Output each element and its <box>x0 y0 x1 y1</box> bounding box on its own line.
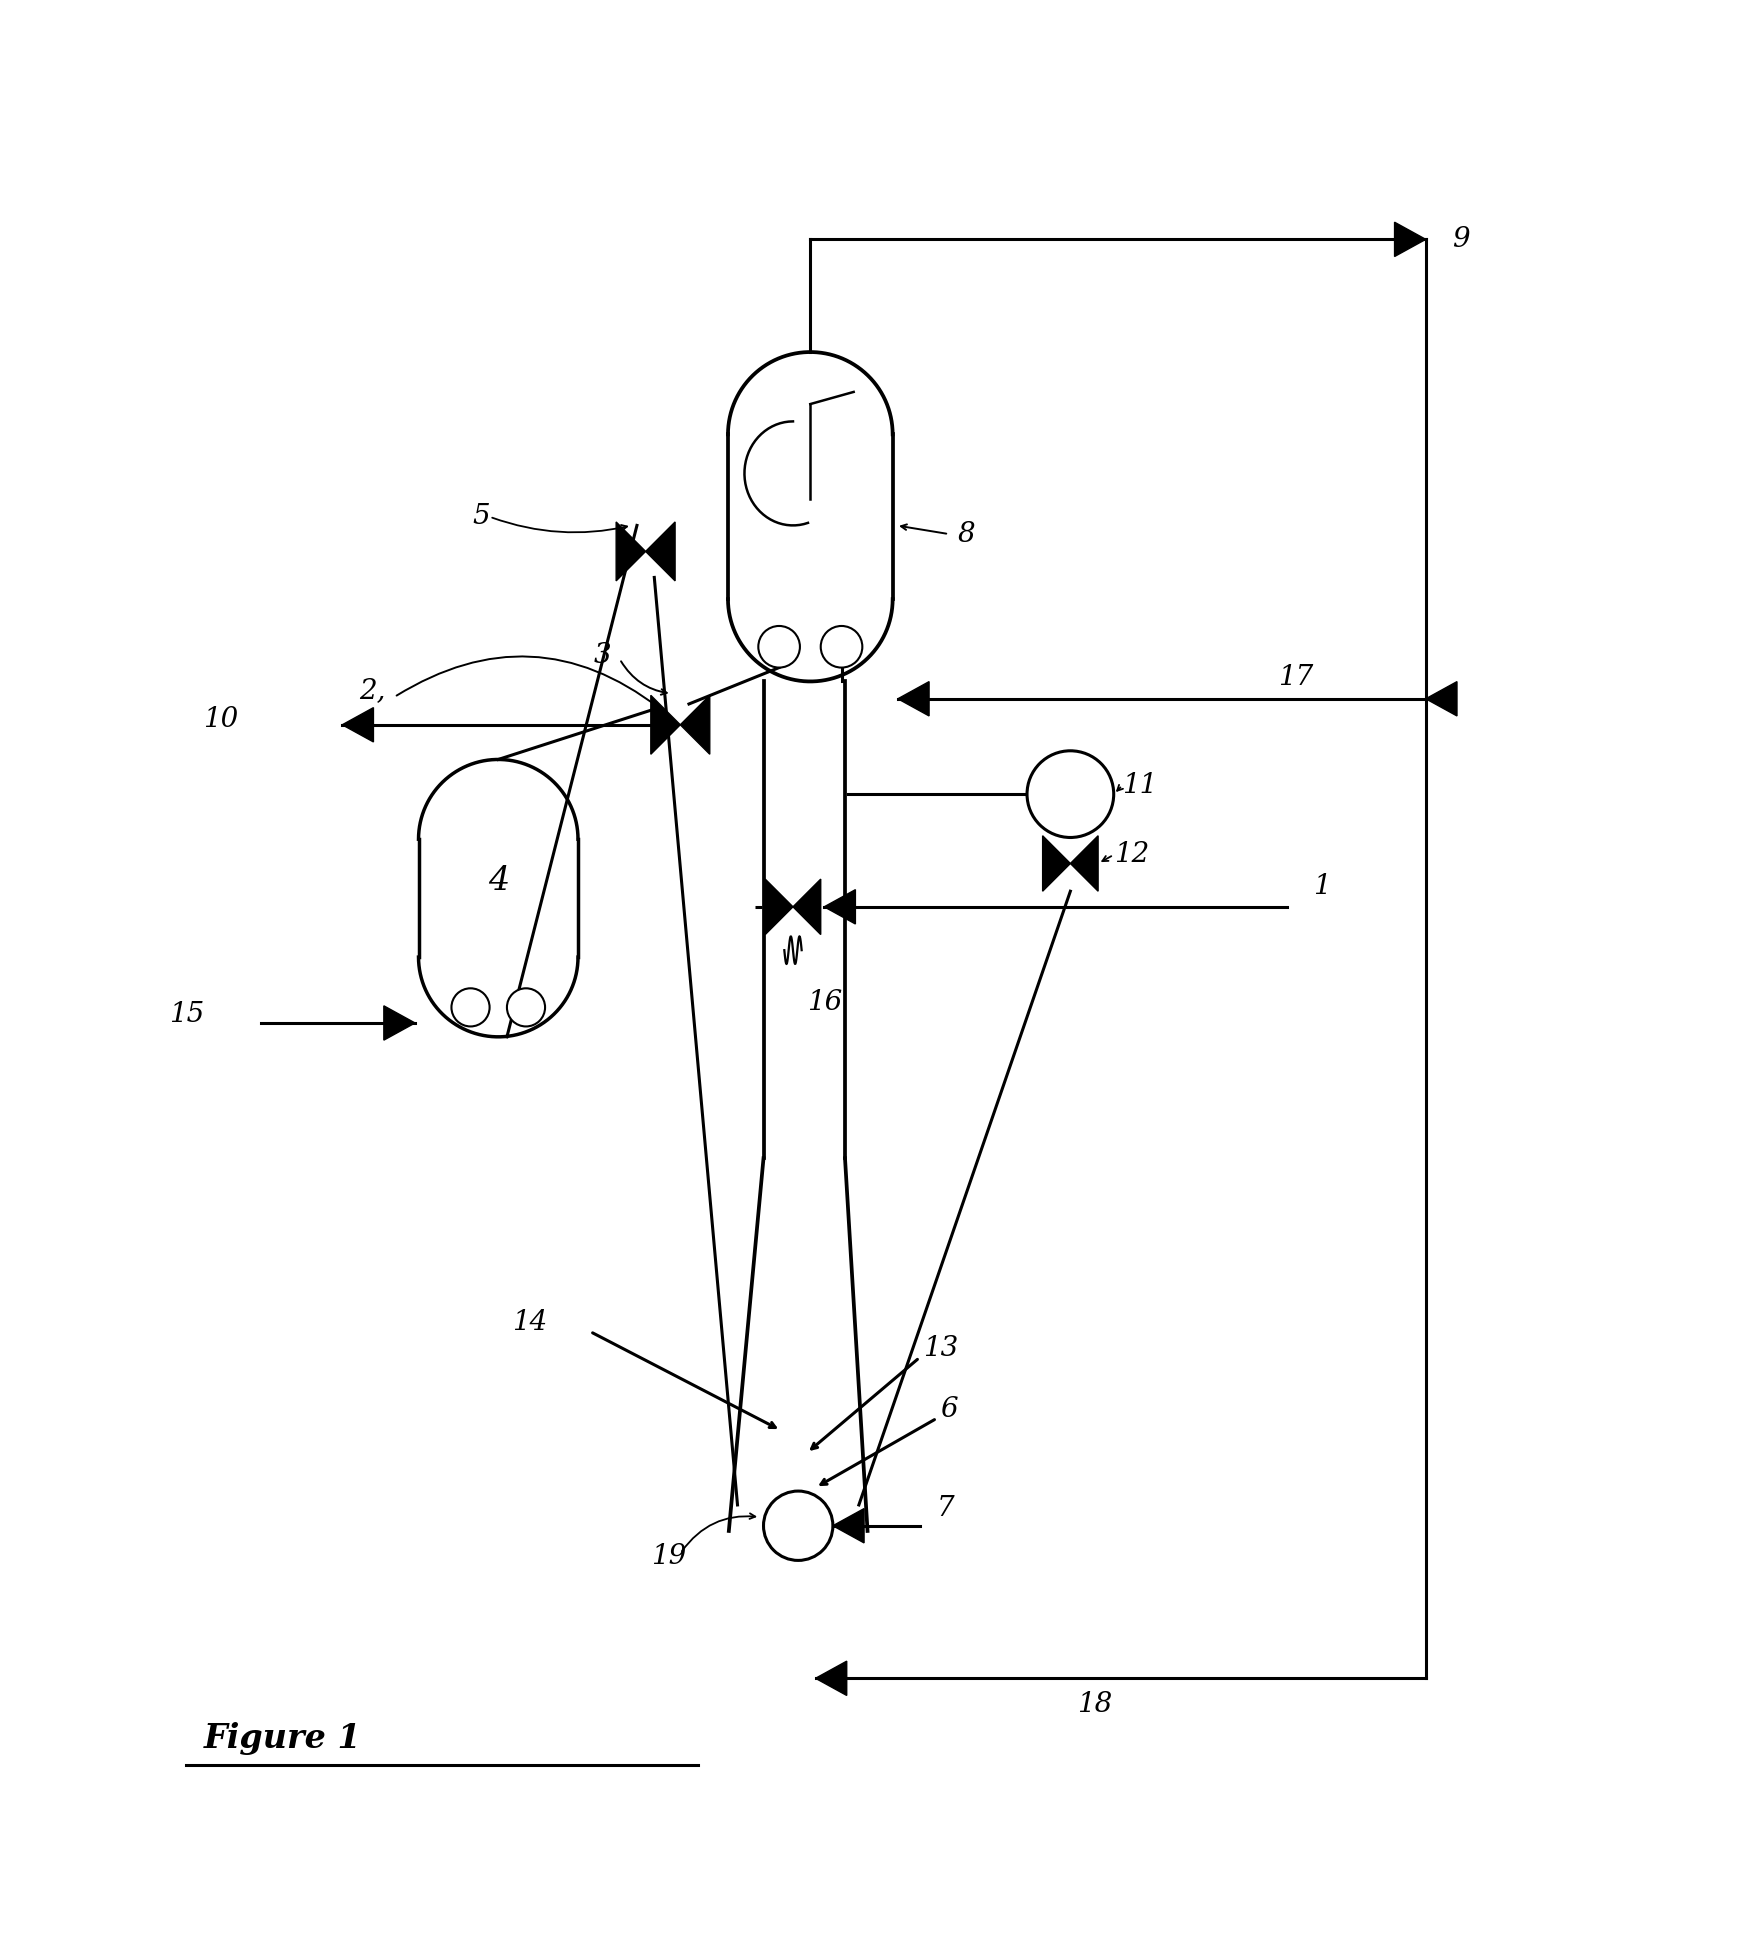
Polygon shape <box>681 695 709 755</box>
Polygon shape <box>1395 223 1425 257</box>
Polygon shape <box>815 1660 847 1695</box>
Polygon shape <box>383 1006 415 1041</box>
Text: 16: 16 <box>807 989 841 1016</box>
Text: 14: 14 <box>512 1310 547 1337</box>
Text: 12: 12 <box>1113 842 1150 869</box>
Polygon shape <box>652 695 681 755</box>
Circle shape <box>758 625 800 668</box>
Polygon shape <box>617 522 646 580</box>
Polygon shape <box>1425 681 1456 716</box>
Text: 7: 7 <box>937 1496 955 1523</box>
Text: Figure 1: Figure 1 <box>204 1722 361 1755</box>
Polygon shape <box>833 1509 864 1542</box>
Text: 2,: 2, <box>359 677 387 704</box>
Text: 17: 17 <box>1279 664 1313 691</box>
Text: 1: 1 <box>1313 873 1331 900</box>
Text: 18: 18 <box>1077 1691 1113 1718</box>
Polygon shape <box>824 890 855 925</box>
Polygon shape <box>1070 836 1097 892</box>
Text: 5: 5 <box>472 503 490 530</box>
Text: 15: 15 <box>169 1000 204 1027</box>
Polygon shape <box>646 522 676 580</box>
Circle shape <box>507 989 545 1026</box>
Text: 3: 3 <box>594 642 611 670</box>
Text: 13: 13 <box>923 1335 958 1362</box>
Polygon shape <box>793 878 820 935</box>
Circle shape <box>763 1492 833 1560</box>
Polygon shape <box>765 878 793 935</box>
Polygon shape <box>418 760 578 1037</box>
Polygon shape <box>1043 836 1070 892</box>
Text: 10: 10 <box>204 706 239 733</box>
Text: 8: 8 <box>958 521 976 548</box>
Text: 6: 6 <box>941 1395 958 1422</box>
Text: 11: 11 <box>1122 772 1158 799</box>
Text: 9: 9 <box>1451 226 1470 253</box>
Circle shape <box>820 625 862 668</box>
Circle shape <box>1028 751 1113 838</box>
Polygon shape <box>897 681 928 716</box>
Polygon shape <box>341 708 373 741</box>
Text: 19: 19 <box>652 1544 686 1571</box>
Polygon shape <box>728 352 892 681</box>
Circle shape <box>451 989 490 1026</box>
Text: 4: 4 <box>488 865 509 896</box>
